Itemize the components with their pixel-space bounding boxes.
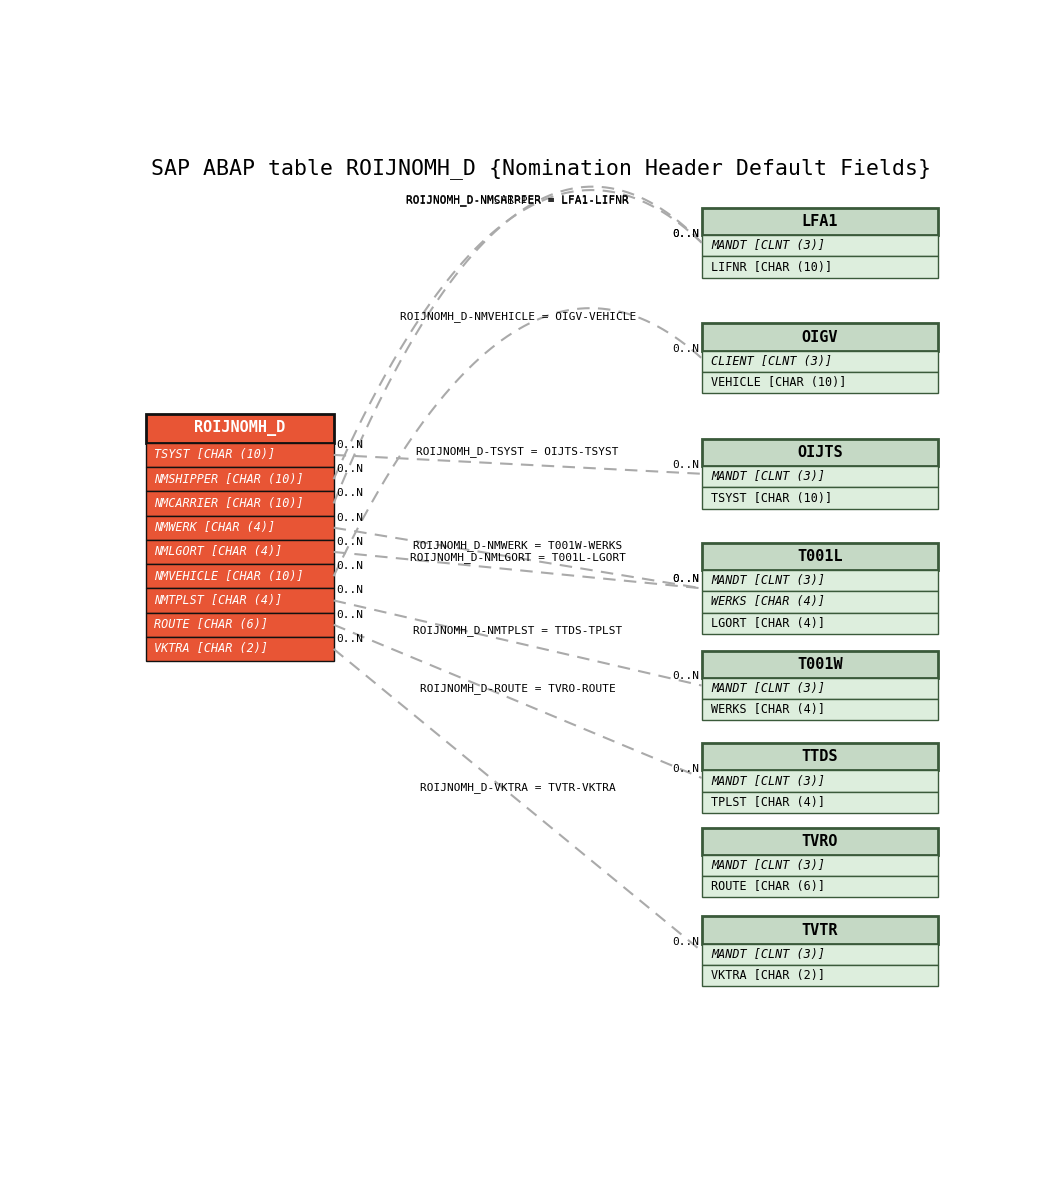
Text: 0..N: 0..N: [672, 229, 700, 239]
Bar: [146, 613, 334, 637]
Text: NMTPLST [CHAR (4)]: NMTPLST [CHAR (4)]: [154, 594, 282, 607]
Text: 0..N: 0..N: [672, 574, 700, 585]
Text: NMLGORT [CHAR (4)]: NMLGORT [CHAR (4)]: [154, 546, 282, 559]
Bar: [702, 965, 939, 986]
Bar: [146, 540, 334, 565]
Text: TPLST [CHAR (4)]: TPLST [CHAR (4)]: [711, 796, 826, 809]
Bar: [702, 855, 939, 876]
Bar: [702, 439, 939, 466]
Bar: [702, 592, 939, 613]
Text: MANDT [CLNT (3)]: MANDT [CLNT (3)]: [711, 574, 826, 587]
Text: TTDS: TTDS: [801, 749, 838, 764]
Text: VKTRA [CHAR (2)]: VKTRA [CHAR (2)]: [154, 642, 267, 655]
Text: NMWERK [CHAR (4)]: NMWERK [CHAR (4)]: [154, 521, 275, 534]
Bar: [702, 256, 939, 278]
Text: TVTR: TVTR: [801, 922, 838, 938]
Text: 0..N: 0..N: [337, 537, 364, 547]
Bar: [146, 413, 334, 443]
Text: LFA1: LFA1: [801, 214, 838, 229]
Text: ROIJNOMH_D-NMTPLST = TTDS-TPLST: ROIJNOMH_D-NMTPLST = TTDS-TPLST: [413, 625, 623, 637]
Text: 0..N: 0..N: [672, 459, 700, 470]
Text: 0..N: 0..N: [337, 464, 364, 474]
Text: MANDT [CLNT (3)]: MANDT [CLNT (3)]: [711, 470, 826, 483]
Text: 0..N: 0..N: [672, 229, 700, 239]
Bar: [702, 570, 939, 592]
Text: ROIJNOMH_D-NMVEHICLE = OIGV-VEHICLE: ROIJNOMH_D-NMVEHICLE = OIGV-VEHICLE: [400, 311, 636, 322]
Bar: [146, 491, 334, 516]
Bar: [702, 372, 939, 393]
Text: CLIENT [CLNT (3)]: CLIENT [CLNT (3)]: [711, 354, 832, 367]
Text: 0..N: 0..N: [672, 574, 700, 585]
Bar: [702, 324, 939, 351]
Text: ROIJNOMH_D-NMSHIPPER = LFA1-LIFNR: ROIJNOMH_D-NMSHIPPER = LFA1-LIFNR: [406, 195, 629, 205]
Bar: [702, 543, 939, 570]
Bar: [146, 637, 334, 661]
Text: ROIJNOMH_D-TSYST = OIJTS-TSYST: ROIJNOMH_D-TSYST = OIJTS-TSYST: [416, 446, 619, 457]
Text: LIFNR [CHAR (10)]: LIFNR [CHAR (10)]: [711, 261, 832, 274]
Text: ROUTE [CHAR (6)]: ROUTE [CHAR (6)]: [711, 880, 826, 893]
Bar: [702, 876, 939, 898]
Text: WERKS [CHAR (4)]: WERKS [CHAR (4)]: [711, 595, 826, 608]
Text: SAP ABAP table ROIJNOMH_D {Nomination Header Default Fields}: SAP ABAP table ROIJNOMH_D {Nomination He…: [151, 158, 931, 180]
Bar: [702, 743, 939, 770]
Bar: [702, 791, 939, 813]
Text: NMSHIPPER [CHAR (10)]: NMSHIPPER [CHAR (10)]: [154, 472, 303, 485]
Text: OIGV: OIGV: [801, 329, 838, 345]
Text: T001L: T001L: [797, 549, 842, 565]
Text: 0..N: 0..N: [672, 344, 700, 354]
Text: 0..N: 0..N: [672, 671, 700, 681]
Bar: [702, 488, 939, 509]
Text: VKTRA [CHAR (2)]: VKTRA [CHAR (2)]: [711, 968, 826, 981]
Bar: [702, 770, 939, 791]
Text: NMCARRIER [CHAR (10)]: NMCARRIER [CHAR (10)]: [154, 497, 303, 510]
Text: MANDT [CLNT (3)]: MANDT [CLNT (3)]: [711, 860, 826, 873]
Text: 0..N: 0..N: [337, 634, 364, 644]
Bar: [146, 588, 334, 613]
Bar: [702, 613, 939, 634]
Text: TSYST [CHAR (10)]: TSYST [CHAR (10)]: [711, 491, 832, 504]
Text: ROUTE [CHAR (6)]: ROUTE [CHAR (6)]: [154, 618, 267, 631]
Bar: [146, 443, 334, 466]
Bar: [702, 651, 939, 678]
Text: ROIJNOMH_D-NMCARRIER = LFA1-LIFNR: ROIJNOMH_D-NMCARRIER = LFA1-LIFNR: [406, 195, 629, 205]
Text: ROIJNOMH_D-ROUTE = TVRO-ROUTE: ROIJNOMH_D-ROUTE = TVRO-ROUTE: [420, 684, 615, 694]
Text: LGORT [CHAR (4)]: LGORT [CHAR (4)]: [711, 616, 826, 629]
Text: 0..N: 0..N: [337, 489, 364, 498]
Bar: [702, 351, 939, 372]
Bar: [146, 516, 334, 540]
Text: ROIJNOMH_D: ROIJNOMH_D: [194, 420, 285, 436]
Text: ROIJNOMH_D-NMLGORT = T001L-LGORT: ROIJNOMH_D-NMLGORT = T001L-LGORT: [410, 553, 626, 563]
Bar: [702, 678, 939, 699]
Bar: [146, 466, 334, 491]
Text: T001W: T001W: [797, 657, 842, 672]
Bar: [702, 208, 939, 235]
Bar: [702, 916, 939, 944]
Bar: [702, 944, 939, 965]
Text: MANDT [CLNT (3)]: MANDT [CLNT (3)]: [711, 775, 826, 788]
Bar: [702, 699, 939, 720]
Bar: [702, 828, 939, 855]
Bar: [702, 466, 939, 488]
Text: MANDT [CLNT (3)]: MANDT [CLNT (3)]: [711, 683, 826, 696]
Text: 0..N: 0..N: [672, 764, 700, 774]
Text: 0..N: 0..N: [672, 937, 700, 947]
Text: ROIJNOMH_D-NMWERK = T001W-WERKS: ROIJNOMH_D-NMWERK = T001W-WERKS: [413, 540, 623, 552]
Text: 0..N: 0..N: [337, 609, 364, 620]
Text: VEHICLE [CHAR (10)]: VEHICLE [CHAR (10)]: [711, 376, 847, 389]
Text: MANDT [CLNT (3)]: MANDT [CLNT (3)]: [711, 948, 826, 961]
Text: OIJTS: OIJTS: [797, 445, 842, 461]
Text: 0..N: 0..N: [337, 561, 364, 572]
Text: ROIJNOMH_D-VKTRA = TVTR-VKTRA: ROIJNOMH_D-VKTRA = TVTR-VKTRA: [420, 782, 615, 794]
Text: 0..N: 0..N: [337, 439, 364, 450]
Text: NMVEHICLE [CHAR (10)]: NMVEHICLE [CHAR (10)]: [154, 569, 303, 582]
Text: MANDT [CLNT (3)]: MANDT [CLNT (3)]: [711, 240, 826, 253]
Text: TSYST [CHAR (10)]: TSYST [CHAR (10)]: [154, 449, 275, 462]
Bar: [146, 565, 334, 588]
Text: TVRO: TVRO: [801, 834, 838, 849]
Text: 0..N: 0..N: [337, 586, 364, 595]
Bar: [702, 235, 939, 256]
Text: 0..N: 0..N: [337, 513, 364, 523]
Text: WERKS [CHAR (4)]: WERKS [CHAR (4)]: [711, 704, 826, 717]
